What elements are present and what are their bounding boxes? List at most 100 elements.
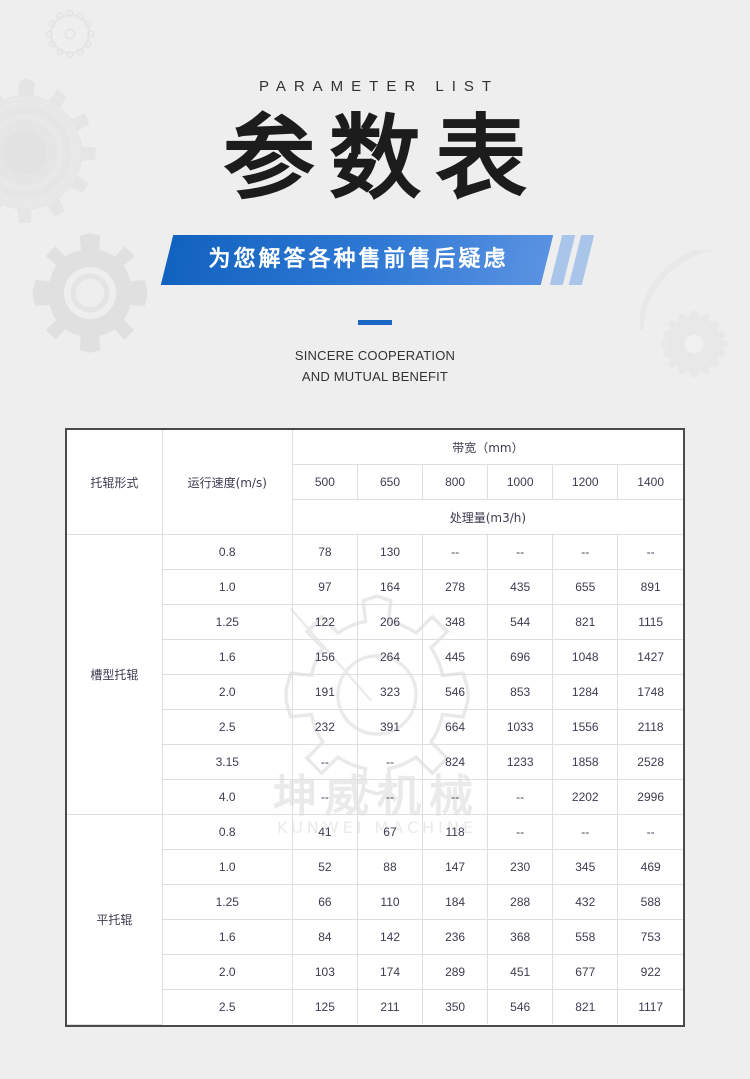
table-body: 槽型托辊 0.8 78 130 -- -- -- -- 1.0 97 164 2… (67, 534, 683, 1025)
cell-speed: 3.15 (162, 744, 293, 780)
cell-speed: 2.0 (162, 954, 293, 990)
cell-value: 41 (291, 814, 358, 850)
header-capacity: 处理量(m3/h) (292, 499, 683, 535)
cell-value: 232 (291, 709, 358, 745)
table-header-row-bandwidth: 托辊形式 运行速度(m/s) 带宽（mm） (67, 430, 683, 535)
cell-value: 2118 (617, 709, 683, 745)
banner: 为您解答各种售前售后疑虑 (0, 235, 750, 290)
cell-value: 230 (487, 849, 554, 885)
parameter-table: 托辊形式 运行速度(m/s) 带宽（mm） 500 650 800 1000 1… (67, 430, 683, 1025)
cell-value: 264 (356, 639, 424, 675)
cell-value: 110 (356, 884, 424, 920)
cell-value: 345 (552, 849, 619, 885)
table-row: 2.5 125 211 350 546 821 1117 (67, 989, 683, 1024)
cell-value: 677 (552, 954, 619, 990)
cell-value: 84 (291, 919, 358, 955)
cell-value: 664 (422, 709, 489, 745)
table-row: 1.6 84 142 236 368 558 753 (67, 919, 683, 955)
cell-value: 451 (487, 954, 554, 990)
cell-speed: 0.8 (161, 814, 293, 850)
cell-value: 1033 (487, 709, 554, 745)
cell-value: 118 (422, 814, 489, 850)
cell-value: 922 (617, 954, 683, 990)
cell-speed: 1.25 (162, 884, 293, 920)
slogan-line-1: SINCERE COOPERATION (294, 348, 456, 363)
table-header: 托辊形式 运行速度(m/s) 带宽（mm） 500 650 800 1000 1… (67, 430, 683, 535)
cell-value: 546 (487, 989, 554, 1024)
cell-value: 891 (617, 569, 683, 605)
cell-value: 191 (291, 674, 358, 710)
eyebrow-label: PARAMETER LIST (258, 78, 500, 95)
cell-value: 1284 (552, 674, 619, 710)
cell-value: 469 (617, 849, 683, 885)
cell-value: 2996 (617, 779, 683, 815)
cell-value: 174 (356, 954, 424, 990)
cell-value: 368 (487, 919, 554, 955)
cell-value: 88 (356, 849, 424, 885)
cell-value: -- (291, 744, 358, 780)
cell-value: -- (617, 814, 683, 850)
cell-value: 164 (356, 569, 424, 605)
header-width-800: 800 (422, 464, 489, 500)
cell-value: 184 (422, 884, 489, 920)
group-label-flat: 平托辊 (67, 814, 163, 1025)
page-title: 参数表 (222, 105, 541, 212)
cell-value: 142 (356, 919, 424, 955)
cell-value: 821 (552, 989, 619, 1024)
cell-speed: 1.6 (162, 919, 293, 955)
banner-text: 为您解答各种售前售后疑虑 (208, 247, 509, 272)
parameter-table-container: 坤威机械 KUNWEI MACHINE 托辊形式 运行速度(m/s) 带宽（mm… (65, 428, 685, 1027)
cell-value: 588 (617, 884, 683, 920)
cell-value: -- (487, 779, 554, 815)
slogan-line-2: AND MUTUAL BENEFIT (301, 369, 449, 384)
cell-value: -- (552, 814, 619, 850)
cell-value: 206 (356, 604, 424, 640)
cell-value: 445 (422, 639, 489, 675)
cell-value: 236 (422, 919, 489, 955)
divider-bar (358, 320, 392, 325)
header-width-500: 500 (292, 464, 358, 500)
cell-value: 350 (422, 989, 489, 1024)
cell-value: 66 (291, 884, 358, 920)
page-header: PARAMETER LIST 参数表 为您解答各种售前售后疑虑 SINCERE … (0, 0, 750, 420)
cell-speed: 1.0 (162, 849, 293, 885)
table-row: 1.0 52 88 147 230 345 469 (67, 849, 683, 885)
cell-value: 1233 (487, 744, 554, 780)
cell-value: 391 (356, 709, 424, 745)
cell-speed: 1.25 (162, 604, 293, 640)
cell-speed: 2.5 (162, 709, 293, 745)
header-width-1200: 1200 (552, 464, 619, 500)
slogan: SINCERE COOPERATION AND MUTUAL BENEFIT (0, 345, 750, 387)
cell-value: -- (422, 779, 489, 815)
cell-value: -- (552, 534, 619, 570)
cell-value: 348 (422, 604, 489, 640)
table-row: 槽型托辊 0.8 78 130 -- -- -- -- (67, 534, 683, 815)
cell-value: 558 (552, 919, 619, 955)
cell-value: 130 (356, 534, 424, 570)
header-roller-type: 托辊形式 (67, 430, 163, 535)
cell-speed: 2.5 (162, 989, 293, 1024)
header-band-width: 带宽（mm） (291, 430, 683, 465)
cell-value: 97 (291, 569, 358, 605)
cell-value: 52 (291, 849, 358, 885)
cell-value: 696 (487, 639, 554, 675)
cell-value: 1556 (552, 709, 619, 745)
group-label-trough: 槽型托辊 (67, 534, 163, 815)
cell-value: 1048 (552, 639, 619, 675)
cell-value: 78 (291, 534, 358, 570)
cell-value: 1115 (617, 604, 683, 640)
cell-speed: 1.0 (162, 569, 293, 605)
table-row: 1.25 66 110 184 288 432 588 (67, 884, 683, 920)
table-header-row-capacity: 处理量(m3/h) (67, 499, 683, 535)
header-speed: 运行速度(m/s) (161, 430, 293, 535)
cell-value: 853 (487, 674, 554, 710)
cell-value: 122 (291, 604, 358, 640)
cell-value: 544 (487, 604, 554, 640)
cell-value: 211 (356, 989, 424, 1024)
cell-value: -- (356, 744, 424, 780)
cell-speed: 0.8 (161, 534, 293, 570)
cell-value: 1858 (552, 744, 619, 780)
cell-value: 1427 (617, 639, 683, 675)
cell-value: 103 (291, 954, 358, 990)
table-row: 平托辊 0.8 41 67 118 -- -- -- (67, 814, 683, 1025)
